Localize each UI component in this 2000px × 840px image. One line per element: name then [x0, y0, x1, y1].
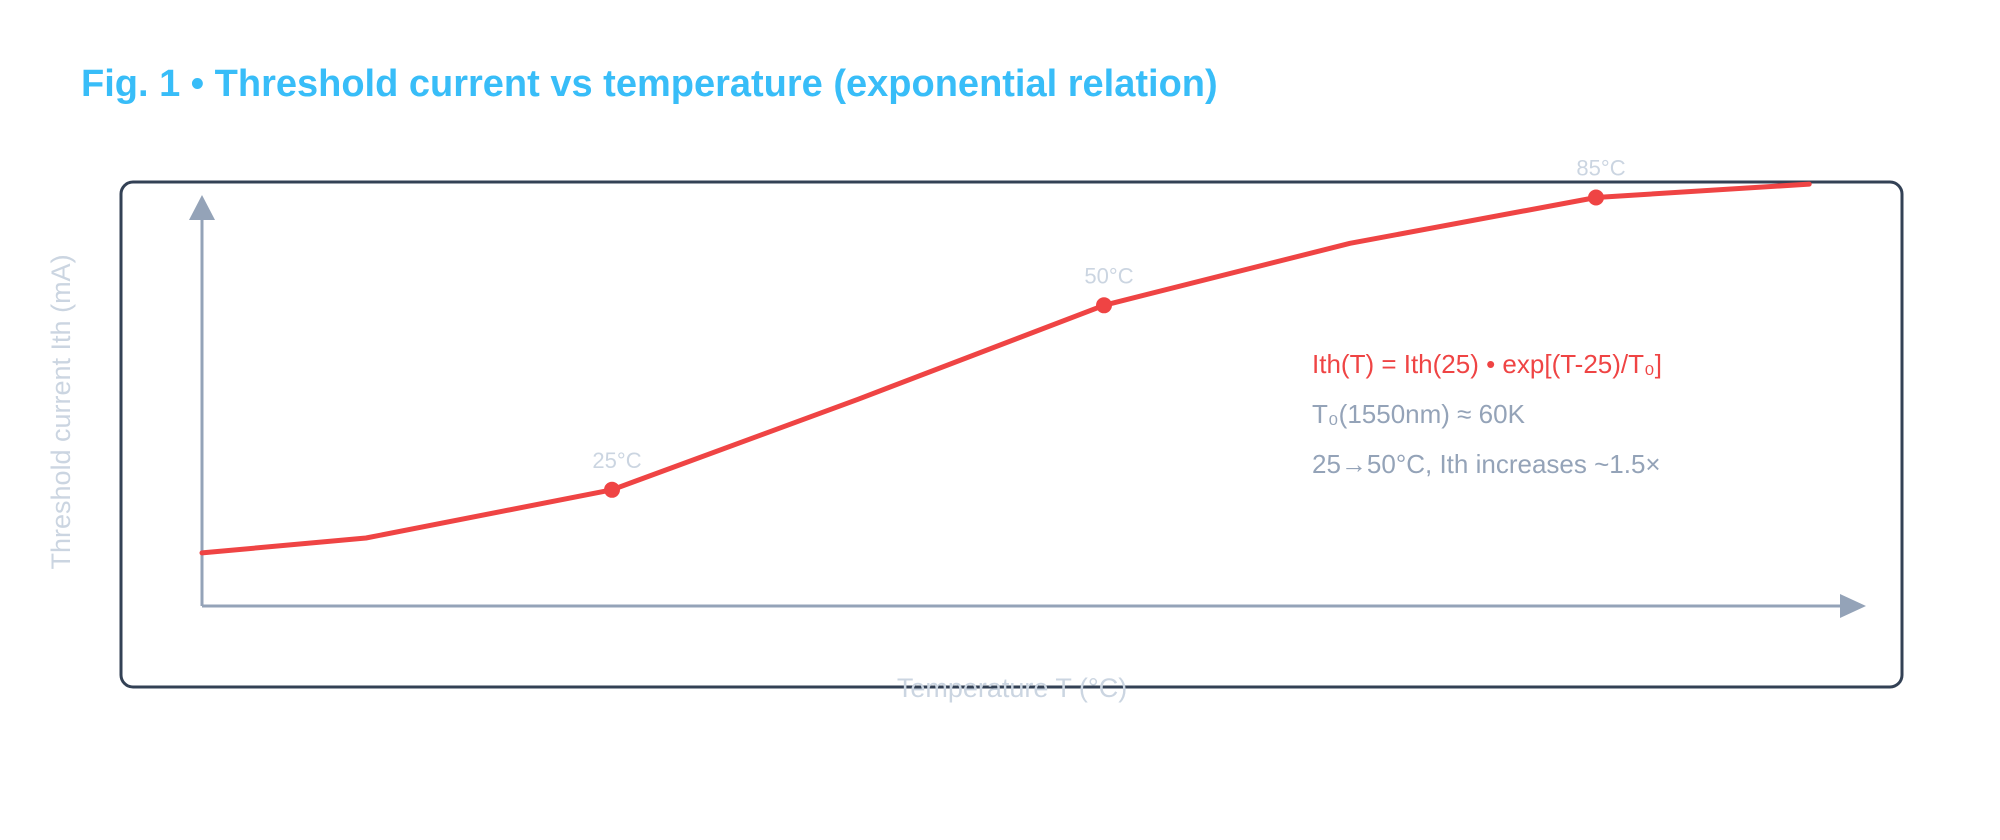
x-axis-arrow-icon [1840, 594, 1866, 618]
data-point-label: 85°C [1576, 156, 1625, 181]
data-point-marker [1588, 189, 1604, 206]
annotation-increase: 25→50°C, Ith increases ~1.5× [1312, 449, 1661, 479]
annotation-box: Ith(T) = Ith(25) • exp[(T-25)/T₀] T₀(155… [1312, 349, 1662, 479]
y-axis-label: Threshold current Ith (mA) [46, 254, 76, 569]
marker-layer: 25°C 50°C 85°C [592, 156, 1626, 498]
annotation-t0: T₀(1550nm) ≈ 60K [1312, 399, 1526, 429]
data-point-marker [1096, 297, 1112, 314]
y-axis-arrow-icon [189, 195, 215, 220]
figure-title: Fig. 1 • Threshold current vs temperatur… [81, 63, 1218, 105]
chart-frame [119, 180, 1904, 689]
data-point-label: 50°C [1084, 263, 1133, 288]
data-point-marker [604, 481, 620, 498]
annotation-formula: Ith(T) = Ith(25) • exp[(T-25)/T₀] [1312, 349, 1662, 379]
x-axis-label: Temperature T (°C) [897, 673, 1127, 703]
series-line [199, 181, 1812, 556]
data-point-label: 25°C [592, 448, 641, 473]
